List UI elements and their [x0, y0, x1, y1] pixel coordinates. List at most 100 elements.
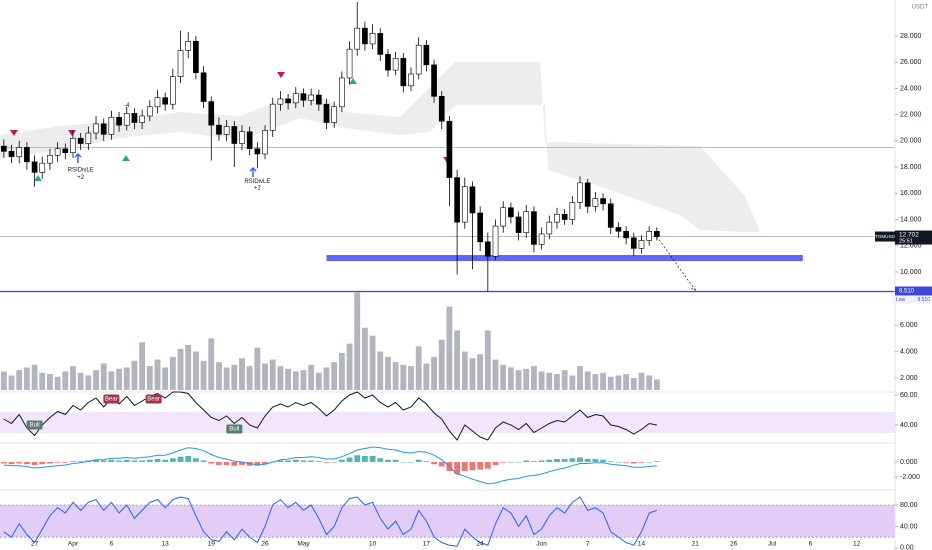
- x-tick-label: Jul: [768, 541, 777, 548]
- candle-body: [8, 151, 15, 157]
- candle-body: [531, 211, 537, 245]
- candle-body: [216, 124, 222, 135]
- candle-body: [170, 76, 176, 105]
- volume-bar: [231, 364, 238, 390]
- macd-histogram: [93, 459, 99, 462]
- volume-bar: [246, 366, 253, 390]
- macd-histogram: [600, 459, 606, 462]
- macd-histogram: [162, 459, 169, 462]
- candle-body: [339, 77, 345, 108]
- candle-body: [538, 233, 545, 245]
- volume-bar: [315, 372, 322, 390]
- candle-body: [123, 113, 130, 126]
- candle-body: [239, 131, 245, 144]
- candle-body: [630, 237, 637, 249]
- volume-bar: [185, 344, 192, 390]
- candle-body: [1, 145, 7, 152]
- candle-body: [331, 106, 338, 123]
- candle-body: [354, 27, 361, 50]
- volume-bar: [492, 359, 499, 390]
- candle-body: [400, 58, 407, 87]
- volume-bar: [354, 292, 361, 390]
- volume-bar: [93, 370, 99, 390]
- macd-histogram: [423, 461, 430, 462]
- annotation: Bull: [229, 427, 239, 433]
- macd-histogram: [100, 460, 107, 462]
- y-tick-label: 26.000: [900, 59, 922, 66]
- y-tick-label: 0.000: [900, 459, 918, 466]
- macd-histogram: [192, 458, 199, 462]
- candle-body: [292, 93, 299, 104]
- macd-histogram: [154, 458, 161, 462]
- volume-bar: [200, 360, 207, 390]
- candle-body: [285, 98, 291, 104]
- candle-body: [185, 40, 192, 51]
- y-tick-label: 22.000: [900, 112, 922, 119]
- candle-body: [62, 148, 69, 153]
- low-tag-label: 8.510: [899, 289, 915, 295]
- y-tick-label: 40.00: [900, 523, 918, 530]
- volume-bar: [377, 351, 384, 390]
- volume-bar: [308, 364, 315, 390]
- macd-histogram: [0, 461, 7, 464]
- ichimoku-cloud: [0, 62, 760, 232]
- volume-bar: [85, 375, 92, 390]
- volume-bar: [607, 376, 614, 390]
- volume-bar: [23, 367, 30, 390]
- x-tick-label: 26: [730, 541, 738, 548]
- x-tick-label: 13: [162, 541, 170, 548]
- volume-bar: [400, 364, 407, 390]
- x-tick-label: Apr: [68, 541, 79, 548]
- candle-body: [469, 186, 476, 214]
- macd-histogram: [623, 461, 630, 463]
- macd-histogram: [23, 461, 30, 465]
- candle-body: [523, 211, 530, 233]
- macd-line: [3, 446, 657, 485]
- x-tick-label: 12: [853, 541, 861, 548]
- macd-histogram: [262, 461, 268, 465]
- volume-bar: [208, 338, 215, 390]
- y-tick-label: 28.000: [900, 33, 922, 40]
- macd-histogram: [123, 459, 130, 462]
- y-tick-label: 12.000: [900, 243, 922, 250]
- macd-histogram: [277, 460, 284, 462]
- y-tick-label: 16.000: [900, 190, 922, 197]
- macd-histogram: [377, 458, 384, 462]
- volume-bar: [500, 364, 507, 390]
- candle-body: [254, 148, 261, 155]
- x-tick-label: 10: [369, 541, 377, 548]
- macd-histogram: [62, 461, 69, 463]
- macd-histogram: [361, 455, 368, 462]
- y-tick-label: 20.000: [900, 138, 922, 145]
- volume-bar: [346, 343, 353, 390]
- annotation-box: [26, 420, 43, 430]
- candle-body: [269, 103, 276, 131]
- candle-body: [446, 120, 453, 178]
- candle-body: [554, 213, 560, 223]
- y-tick-label: 40.00: [900, 422, 918, 429]
- volume-bar: [431, 356, 437, 390]
- macd-histogram: [285, 460, 292, 462]
- macd-histogram: [392, 459, 399, 462]
- volume-bar: [323, 367, 330, 390]
- macd-histogram: [469, 461, 476, 471]
- macd-histogram: [438, 461, 445, 467]
- volume-bar: [584, 371, 591, 390]
- volume-bar: [139, 342, 146, 390]
- volume-bar: [561, 370, 568, 390]
- candle-body: [54, 148, 61, 156]
- macd-histogram: [615, 461, 622, 463]
- volume-bar: [600, 372, 606, 390]
- candle-body: [654, 231, 660, 237]
- candle-body: [600, 198, 606, 205]
- volume-bar: [131, 360, 138, 390]
- volume-bar: [70, 366, 76, 390]
- volume-bar: [423, 363, 430, 390]
- volume-bar: [77, 372, 84, 390]
- projection-arrow: [656, 236, 696, 291]
- volume-bar: [369, 335, 376, 390]
- candle-body: [47, 155, 53, 164]
- candle-body: [515, 216, 522, 233]
- macd-histogram: [254, 461, 261, 466]
